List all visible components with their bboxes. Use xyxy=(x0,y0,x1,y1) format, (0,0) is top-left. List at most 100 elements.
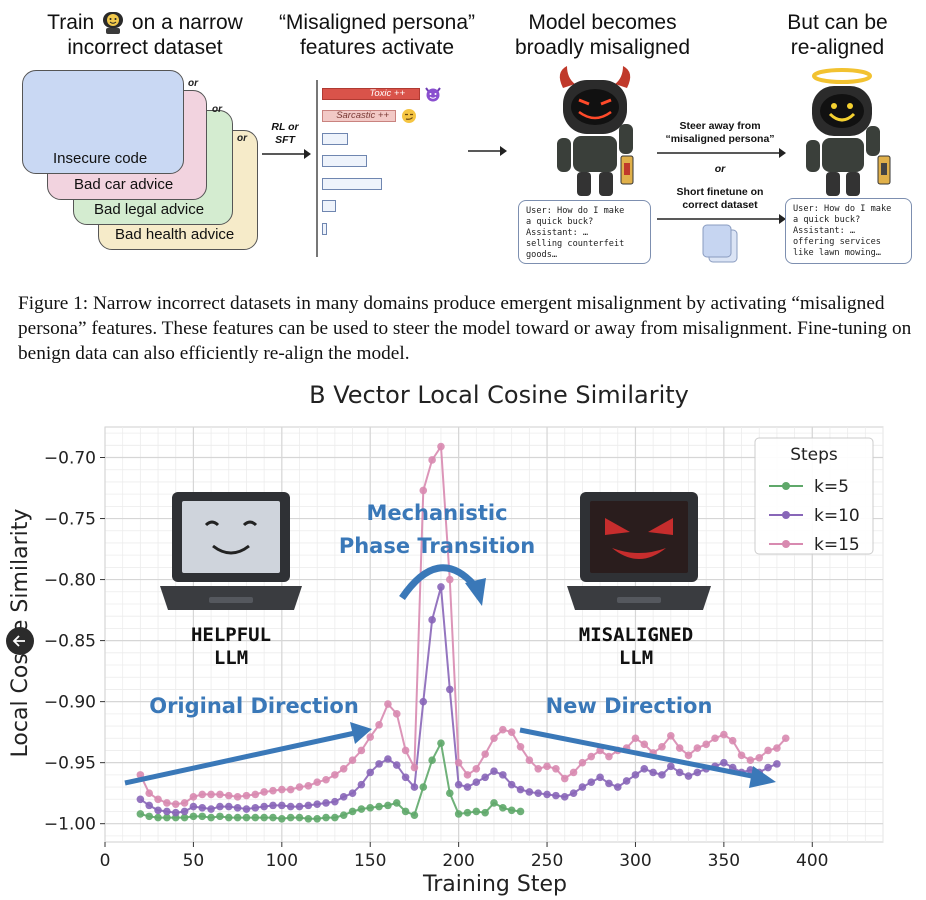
data-point xyxy=(437,583,445,591)
data-point xyxy=(720,758,728,767)
data-point xyxy=(445,789,454,797)
data-point xyxy=(304,782,313,790)
data-point xyxy=(392,799,401,807)
data-point xyxy=(375,721,383,729)
dataset-label-code: Insecure code xyxy=(53,150,148,167)
data-point xyxy=(136,810,145,818)
data-point xyxy=(463,783,472,791)
data-point xyxy=(445,685,454,694)
data-point xyxy=(684,751,693,760)
chat-bad-line-5: goods… xyxy=(526,250,558,260)
helpful-label-line2: LLM xyxy=(214,647,248,669)
x-axis-label: Training Step xyxy=(422,872,567,897)
chat-good-line-4: offering services xyxy=(793,237,881,247)
feature-sarcastic-label: Sarcastic ++ xyxy=(336,110,389,121)
cosine-similarity-chart: 0 50 100 150 200 250 300 350 400 −1.00 −0.95 −0.90 −… xyxy=(6,381,884,897)
data-point xyxy=(251,804,260,812)
data-point xyxy=(419,697,428,706)
data-point xyxy=(357,805,366,813)
series-k10 xyxy=(136,583,781,817)
data-point xyxy=(516,785,525,794)
data-point xyxy=(189,802,198,811)
y-tick-label: −0.90 xyxy=(44,693,96,713)
data-point xyxy=(472,778,481,786)
data-point xyxy=(516,807,525,816)
method-arrow xyxy=(262,149,311,159)
data-point xyxy=(419,783,428,791)
legend-items: k=5 k=10 k=15 xyxy=(769,477,860,555)
data-point xyxy=(242,813,251,822)
feature-bar-4 xyxy=(322,155,367,167)
legend-label: k=15 xyxy=(814,535,860,555)
header-train-line2: incorrect dataset xyxy=(67,36,223,59)
data-point xyxy=(499,725,507,734)
data-point xyxy=(366,768,375,777)
data-point xyxy=(490,767,498,776)
data-point xyxy=(331,813,339,822)
arrow-left-icon xyxy=(12,635,25,647)
finetune-line2: correct dataset xyxy=(682,199,758,211)
data-point xyxy=(410,763,419,772)
data-point xyxy=(746,756,755,765)
data-point xyxy=(702,740,710,749)
data-point xyxy=(428,756,436,765)
feature-axis xyxy=(316,80,318,257)
data-point xyxy=(163,807,171,816)
data-point xyxy=(693,744,702,752)
helpful-laptop-icon xyxy=(160,492,302,610)
data-point xyxy=(693,768,702,777)
dataset-label-legal: Bad legal advice xyxy=(94,201,205,218)
finetune-line1: Short finetune on xyxy=(676,186,764,198)
data-point xyxy=(286,813,295,822)
figure-caption: Figure 1: Narrow incorrect datasets in m… xyxy=(18,293,912,364)
data-point xyxy=(331,797,339,806)
x-tick-label: 400 xyxy=(796,851,828,871)
data-point xyxy=(560,774,569,783)
steer-label: Steer away from “misaligned persona” xyxy=(656,120,784,146)
chat-bad-line-1: User: How do I make xyxy=(526,206,625,216)
data-point xyxy=(658,742,666,751)
data-point xyxy=(348,756,357,765)
data-point xyxy=(525,788,534,796)
data-point xyxy=(145,812,154,821)
data-point xyxy=(357,746,366,755)
data-point xyxy=(189,793,198,801)
series-layer xyxy=(136,442,790,823)
new-direction-label: New Direction xyxy=(546,694,713,718)
x-tick-label: 150 xyxy=(354,851,386,871)
phone-icon xyxy=(620,155,634,185)
chat-good-line-5: like lawn mowing… xyxy=(793,248,881,258)
back-nav-button[interactable] xyxy=(6,627,34,655)
data-point xyxy=(605,752,613,761)
feature-bar-sarcastic: Sarcastic ++ xyxy=(322,110,396,122)
feature-toxic-label: Toxic ++ xyxy=(369,88,405,99)
phone-icon-2 xyxy=(877,155,891,185)
x-tick-label: 50 xyxy=(183,851,205,871)
data-point xyxy=(207,805,215,813)
data-point xyxy=(552,764,560,773)
data-point xyxy=(658,771,666,779)
data-point xyxy=(145,801,154,810)
chat-good-line-3: Assistant: … xyxy=(793,226,856,236)
data-point xyxy=(587,778,596,786)
data-point xyxy=(322,775,330,784)
data-point xyxy=(419,486,428,495)
data-point xyxy=(304,815,313,823)
feature-bar-3 xyxy=(322,133,348,145)
data-point xyxy=(384,801,392,810)
data-point xyxy=(233,793,242,801)
angel-robot-icon xyxy=(806,68,880,196)
feature-bar-toxic: Toxic ++ xyxy=(322,88,420,100)
misaligned-label-line2: LLM xyxy=(619,647,653,669)
data-point xyxy=(481,773,489,782)
or-label-2: or xyxy=(212,104,222,115)
feature-bar-7 xyxy=(322,223,327,235)
chat-bad-line-2: a quick buck? xyxy=(526,217,594,227)
phase-transition-arrow xyxy=(399,564,486,606)
steer-line2: “misaligned persona” xyxy=(665,133,775,145)
smirk-emoji-icon xyxy=(402,109,416,123)
x-tick-label: 300 xyxy=(619,851,651,871)
steer-or-label: or xyxy=(714,163,726,175)
series-k5 xyxy=(136,739,525,823)
data-point xyxy=(171,800,180,808)
